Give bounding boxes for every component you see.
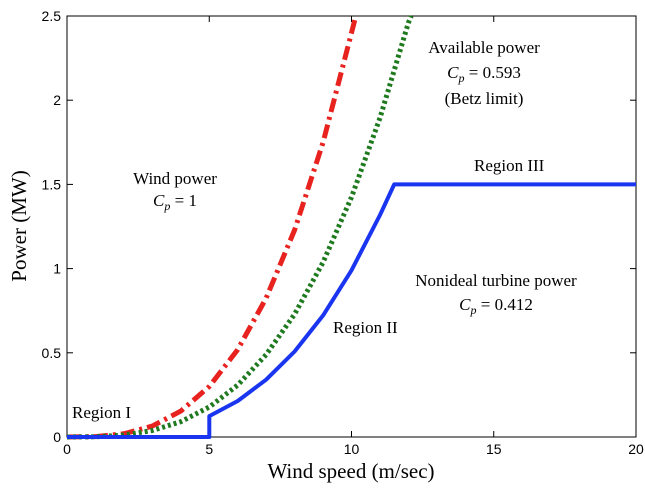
annotation-available-power: Available power Cp = 0.593 (Betz limit) [428,38,540,108]
series-turbine-power [67,182,636,439]
annotation-nonideal-power: Nonideal turbine power Cp = 0.412 [415,271,577,317]
x-tick-label: 0 [63,441,71,457]
series-layer [66,15,636,440]
annotation-line: Cp = 1 [153,191,197,213]
annotation-line: Wind power [133,169,217,188]
y-tick-label: 1 [53,261,61,277]
y-tick-label: 0 [53,429,61,445]
plot-area [66,15,637,438]
annotation-line: Cp = 0.412 [459,295,533,317]
y-tick-label: 2.5 [42,8,62,24]
y-axis-label: Power (MW) [7,170,31,281]
annotation-line: Cp = 0.593 [447,63,521,85]
annotation-region-3: Region III [474,156,545,175]
annotation-line: Available power [428,38,540,57]
annotation-line: (Betz limit) [445,89,524,108]
ticks: 0 5 10 15 20 0 0.5 1 1.5 2 2.5 [42,8,644,457]
x-tick-label: 15 [486,441,502,457]
y-tick-label: 1.5 [42,176,62,192]
x-axis-label: Wind speed (m/sec) [267,459,434,483]
y-tick-label: 0.5 [42,345,62,361]
x-tick-label: 10 [344,441,360,457]
annotation-line: Nonideal turbine power [415,271,577,290]
annotation-region-2: Region II [333,318,398,337]
y-tick-label: 2 [53,92,61,108]
annotation-wind-power: Wind power Cp = 1 [133,169,217,213]
annotation-region-1: Region I [72,403,131,422]
series-available-power [66,15,414,440]
x-tick-label: 20 [628,441,644,457]
x-tick-label: 5 [205,441,213,457]
